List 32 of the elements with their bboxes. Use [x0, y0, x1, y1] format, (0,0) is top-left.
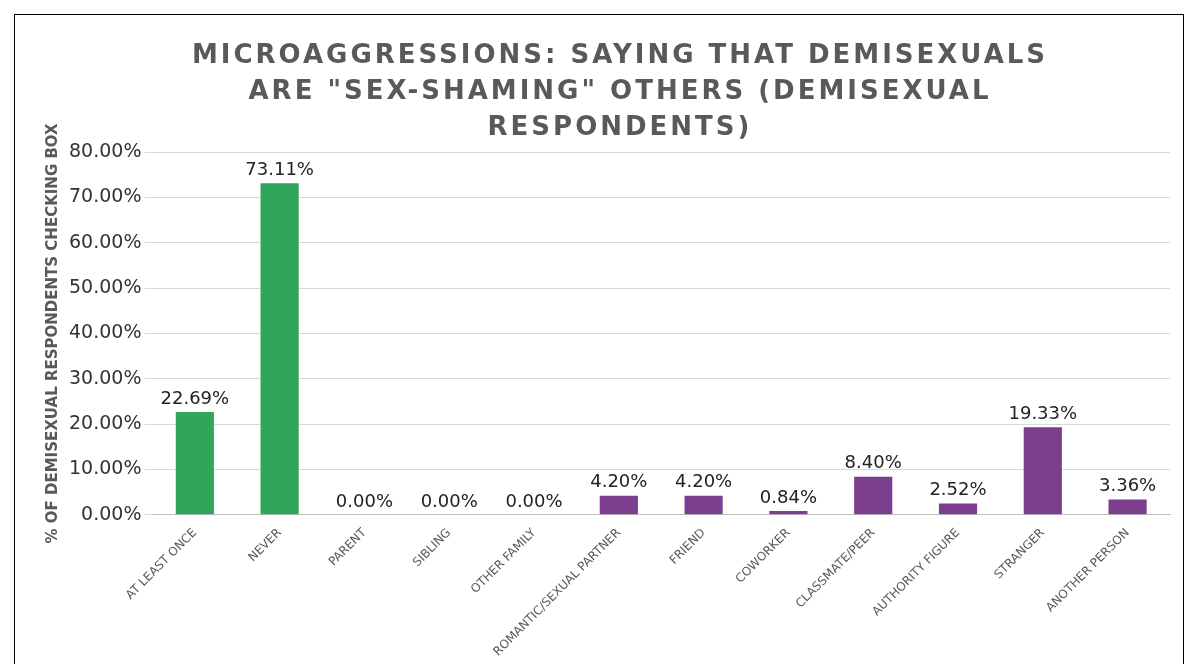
- bar: [684, 495, 723, 515]
- bar: [854, 476, 893, 515]
- y-tick-label: 20.00%: [68, 411, 142, 434]
- data-label: 0.00%: [505, 489, 563, 511]
- y-tick-label: 30.00%: [68, 365, 142, 388]
- data-label: 4.20%: [590, 470, 648, 492]
- data-label: 3.36%: [1099, 474, 1157, 496]
- bar: [599, 495, 638, 515]
- bar: [769, 511, 808, 515]
- bar: [260, 183, 299, 515]
- y-tick-label: 70.00%: [68, 184, 142, 207]
- y-tick-label: 40.00%: [68, 320, 142, 343]
- bar: [1023, 427, 1062, 515]
- data-label: 0.84%: [759, 485, 818, 507]
- y-tick-label: 0.00%: [81, 501, 142, 524]
- y-axis-title: % OF DEMISEXUAL RESPONDENTS CHECKING BOX: [42, 122, 61, 544]
- data-label: 4.20%: [675, 470, 733, 492]
- y-tick-label: 60.00%: [68, 229, 142, 252]
- bar: [938, 503, 978, 515]
- y-tick-label: 80.00%: [68, 138, 142, 161]
- data-label: 8.40%: [844, 451, 902, 473]
- data-label: 73.11%: [245, 157, 314, 179]
- bar: [1108, 499, 1147, 515]
- data-label: 2.52%: [929, 478, 987, 500]
- chart-title: MICROAGGRESSIONS: SAYING THAT DEMISEXUALS ARE "SEX-SHAMING" OTHERS (DEMISEXUAL RESPONDENTS): [190, 38, 1050, 143]
- y-tick-label: 10.00%: [68, 456, 142, 479]
- bar: [175, 411, 214, 515]
- y-tick-label: 50.00%: [68, 275, 142, 298]
- data-label: 19.33%: [1008, 401, 1078, 423]
- data-label: 0.00%: [335, 489, 394, 511]
- data-label: 22.69%: [160, 386, 230, 408]
- data-label: 0.00%: [420, 489, 478, 511]
